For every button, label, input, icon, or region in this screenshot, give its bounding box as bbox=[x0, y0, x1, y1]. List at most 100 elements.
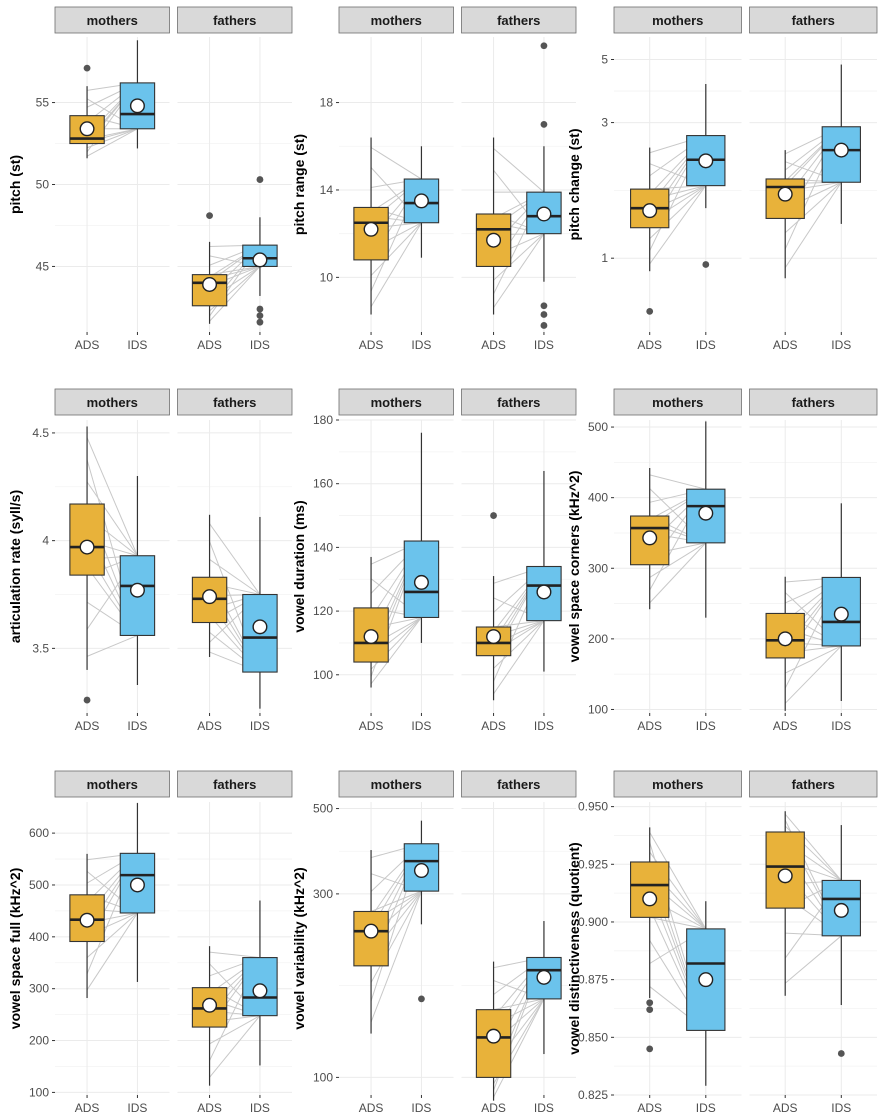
box-ids bbox=[686, 421, 726, 618]
mean-point bbox=[777, 631, 793, 647]
box-iqr bbox=[630, 861, 670, 918]
box-ads bbox=[630, 827, 670, 1053]
mean-point bbox=[129, 877, 145, 893]
y-axis-label: pitch range (st) bbox=[291, 134, 307, 235]
x-tick-label: ADS bbox=[359, 719, 384, 733]
x-tick-label: ADS bbox=[75, 338, 100, 352]
paired-line bbox=[493, 620, 545, 669]
x-tick-label: IDS bbox=[534, 1101, 554, 1115]
panel-mothers: mothers ADS IDS bbox=[613, 770, 742, 1115]
facet-strip-label: mothers bbox=[371, 395, 422, 410]
y-tick-label: 400 bbox=[29, 930, 49, 944]
facet-strip-label: mothers bbox=[652, 13, 703, 28]
chart-8: vowel variability (kHz^2) 100 300 500 mother… bbox=[291, 770, 577, 1115]
mean-point bbox=[642, 203, 658, 219]
y-tick-label: 400 bbox=[588, 491, 608, 505]
paired-line bbox=[86, 634, 138, 657]
y-tick-label: 300 bbox=[29, 982, 49, 996]
mean-point bbox=[252, 983, 268, 999]
panel-fathers: fathers ADS IDS bbox=[177, 388, 293, 733]
paired-line bbox=[209, 266, 261, 322]
x-tick-label: IDS bbox=[127, 1101, 147, 1115]
y-tick-label: 0.900 bbox=[578, 915, 608, 929]
outlier-point bbox=[256, 312, 264, 320]
y-axis-label: vowel space corners (kHz^2) bbox=[566, 471, 582, 663]
y-axis-label: articulation rate (syll/s) bbox=[7, 490, 23, 643]
box-ads bbox=[191, 212, 228, 324]
panel-mothers: mothers ADS IDS bbox=[54, 388, 170, 733]
mean-point bbox=[363, 629, 379, 645]
chart-1: pitch (st) 45 50 55 mothers ADS IDS fathers ADS I… bbox=[7, 6, 293, 352]
paired-line bbox=[493, 998, 545, 1011]
x-tick-label: ADS bbox=[637, 1101, 662, 1115]
paired-line bbox=[370, 222, 422, 307]
y-tick-label: 500 bbox=[588, 420, 608, 434]
outlier-point bbox=[83, 696, 91, 704]
x-tick-label: ADS bbox=[637, 719, 662, 733]
panel-mothers: mothers ADS IDS bbox=[613, 388, 742, 733]
x-tick-label: IDS bbox=[127, 719, 147, 733]
paired-line bbox=[86, 912, 138, 991]
panel-fathers: fathers ADS IDS bbox=[461, 770, 577, 1115]
mean-point bbox=[202, 276, 218, 292]
paired-line bbox=[784, 813, 842, 881]
box-ids bbox=[686, 84, 726, 268]
paired-line bbox=[86, 437, 138, 556]
facet-strip-label: mothers bbox=[371, 777, 422, 792]
panel-mothers: mothers ADS IDS bbox=[54, 770, 170, 1115]
box-ids bbox=[686, 901, 726, 1086]
x-tick-label: IDS bbox=[411, 1101, 431, 1115]
mean-point bbox=[413, 574, 429, 590]
mean-point bbox=[486, 629, 502, 645]
y-tick-label: 0.950 bbox=[578, 800, 608, 814]
paired-line bbox=[493, 233, 545, 281]
box-ads bbox=[630, 468, 670, 610]
box-ads bbox=[69, 64, 105, 159]
paired-line bbox=[649, 542, 707, 604]
mean-point bbox=[252, 619, 268, 635]
y-tick-label: 140 bbox=[313, 540, 333, 554]
paired-line bbox=[370, 147, 422, 180]
box-ads bbox=[475, 961, 512, 1101]
mean-point bbox=[79, 912, 95, 928]
x-tick-label: IDS bbox=[411, 719, 431, 733]
x-tick-label: ADS bbox=[359, 338, 384, 352]
y-tick-label: 55 bbox=[36, 96, 50, 110]
outlier-point bbox=[702, 261, 710, 268]
facet-strip-label: mothers bbox=[371, 13, 422, 28]
box-ids bbox=[526, 470, 562, 672]
facet-strip bbox=[461, 388, 577, 416]
box-ads bbox=[765, 811, 805, 996]
box-ids bbox=[242, 900, 278, 1066]
y-tick-label: 100 bbox=[313, 1070, 333, 1084]
chart-7: vowel space full (kHz^2) 100 200 300 400 500 6… bbox=[7, 770, 293, 1115]
paired-line bbox=[370, 222, 422, 276]
facet-strip bbox=[54, 6, 170, 34]
x-tick-label: ADS bbox=[481, 1101, 506, 1115]
facet-strip bbox=[177, 388, 293, 416]
x-tick-label: IDS bbox=[127, 338, 147, 352]
paired-line bbox=[784, 181, 842, 234]
mean-point bbox=[536, 584, 552, 600]
box-ids bbox=[119, 476, 156, 685]
y-axis-label: pitch change (st) bbox=[566, 128, 582, 240]
outlier-point bbox=[256, 305, 264, 313]
box-ads bbox=[475, 512, 512, 701]
facet-strip-label: fathers bbox=[497, 777, 540, 792]
facet-strip bbox=[461, 6, 577, 34]
outlier-point bbox=[540, 311, 548, 318]
paired-line bbox=[86, 128, 138, 157]
y-tick-label: 300 bbox=[313, 887, 333, 901]
panel-fathers: fathers ADS IDS bbox=[749, 6, 878, 352]
facet-strip-label: fathers bbox=[213, 395, 256, 410]
facet-strip bbox=[613, 388, 742, 416]
y-tick-label: 500 bbox=[29, 878, 49, 892]
chart-5: vowel duration (ms) 100 120 140 160 180 mother… bbox=[291, 388, 577, 733]
paired-line bbox=[649, 832, 707, 930]
box-ids bbox=[119, 40, 156, 149]
box-ids bbox=[403, 432, 440, 643]
mean-point bbox=[698, 505, 714, 521]
y-tick-label: 4.5 bbox=[32, 426, 49, 440]
paired-line bbox=[784, 645, 842, 704]
